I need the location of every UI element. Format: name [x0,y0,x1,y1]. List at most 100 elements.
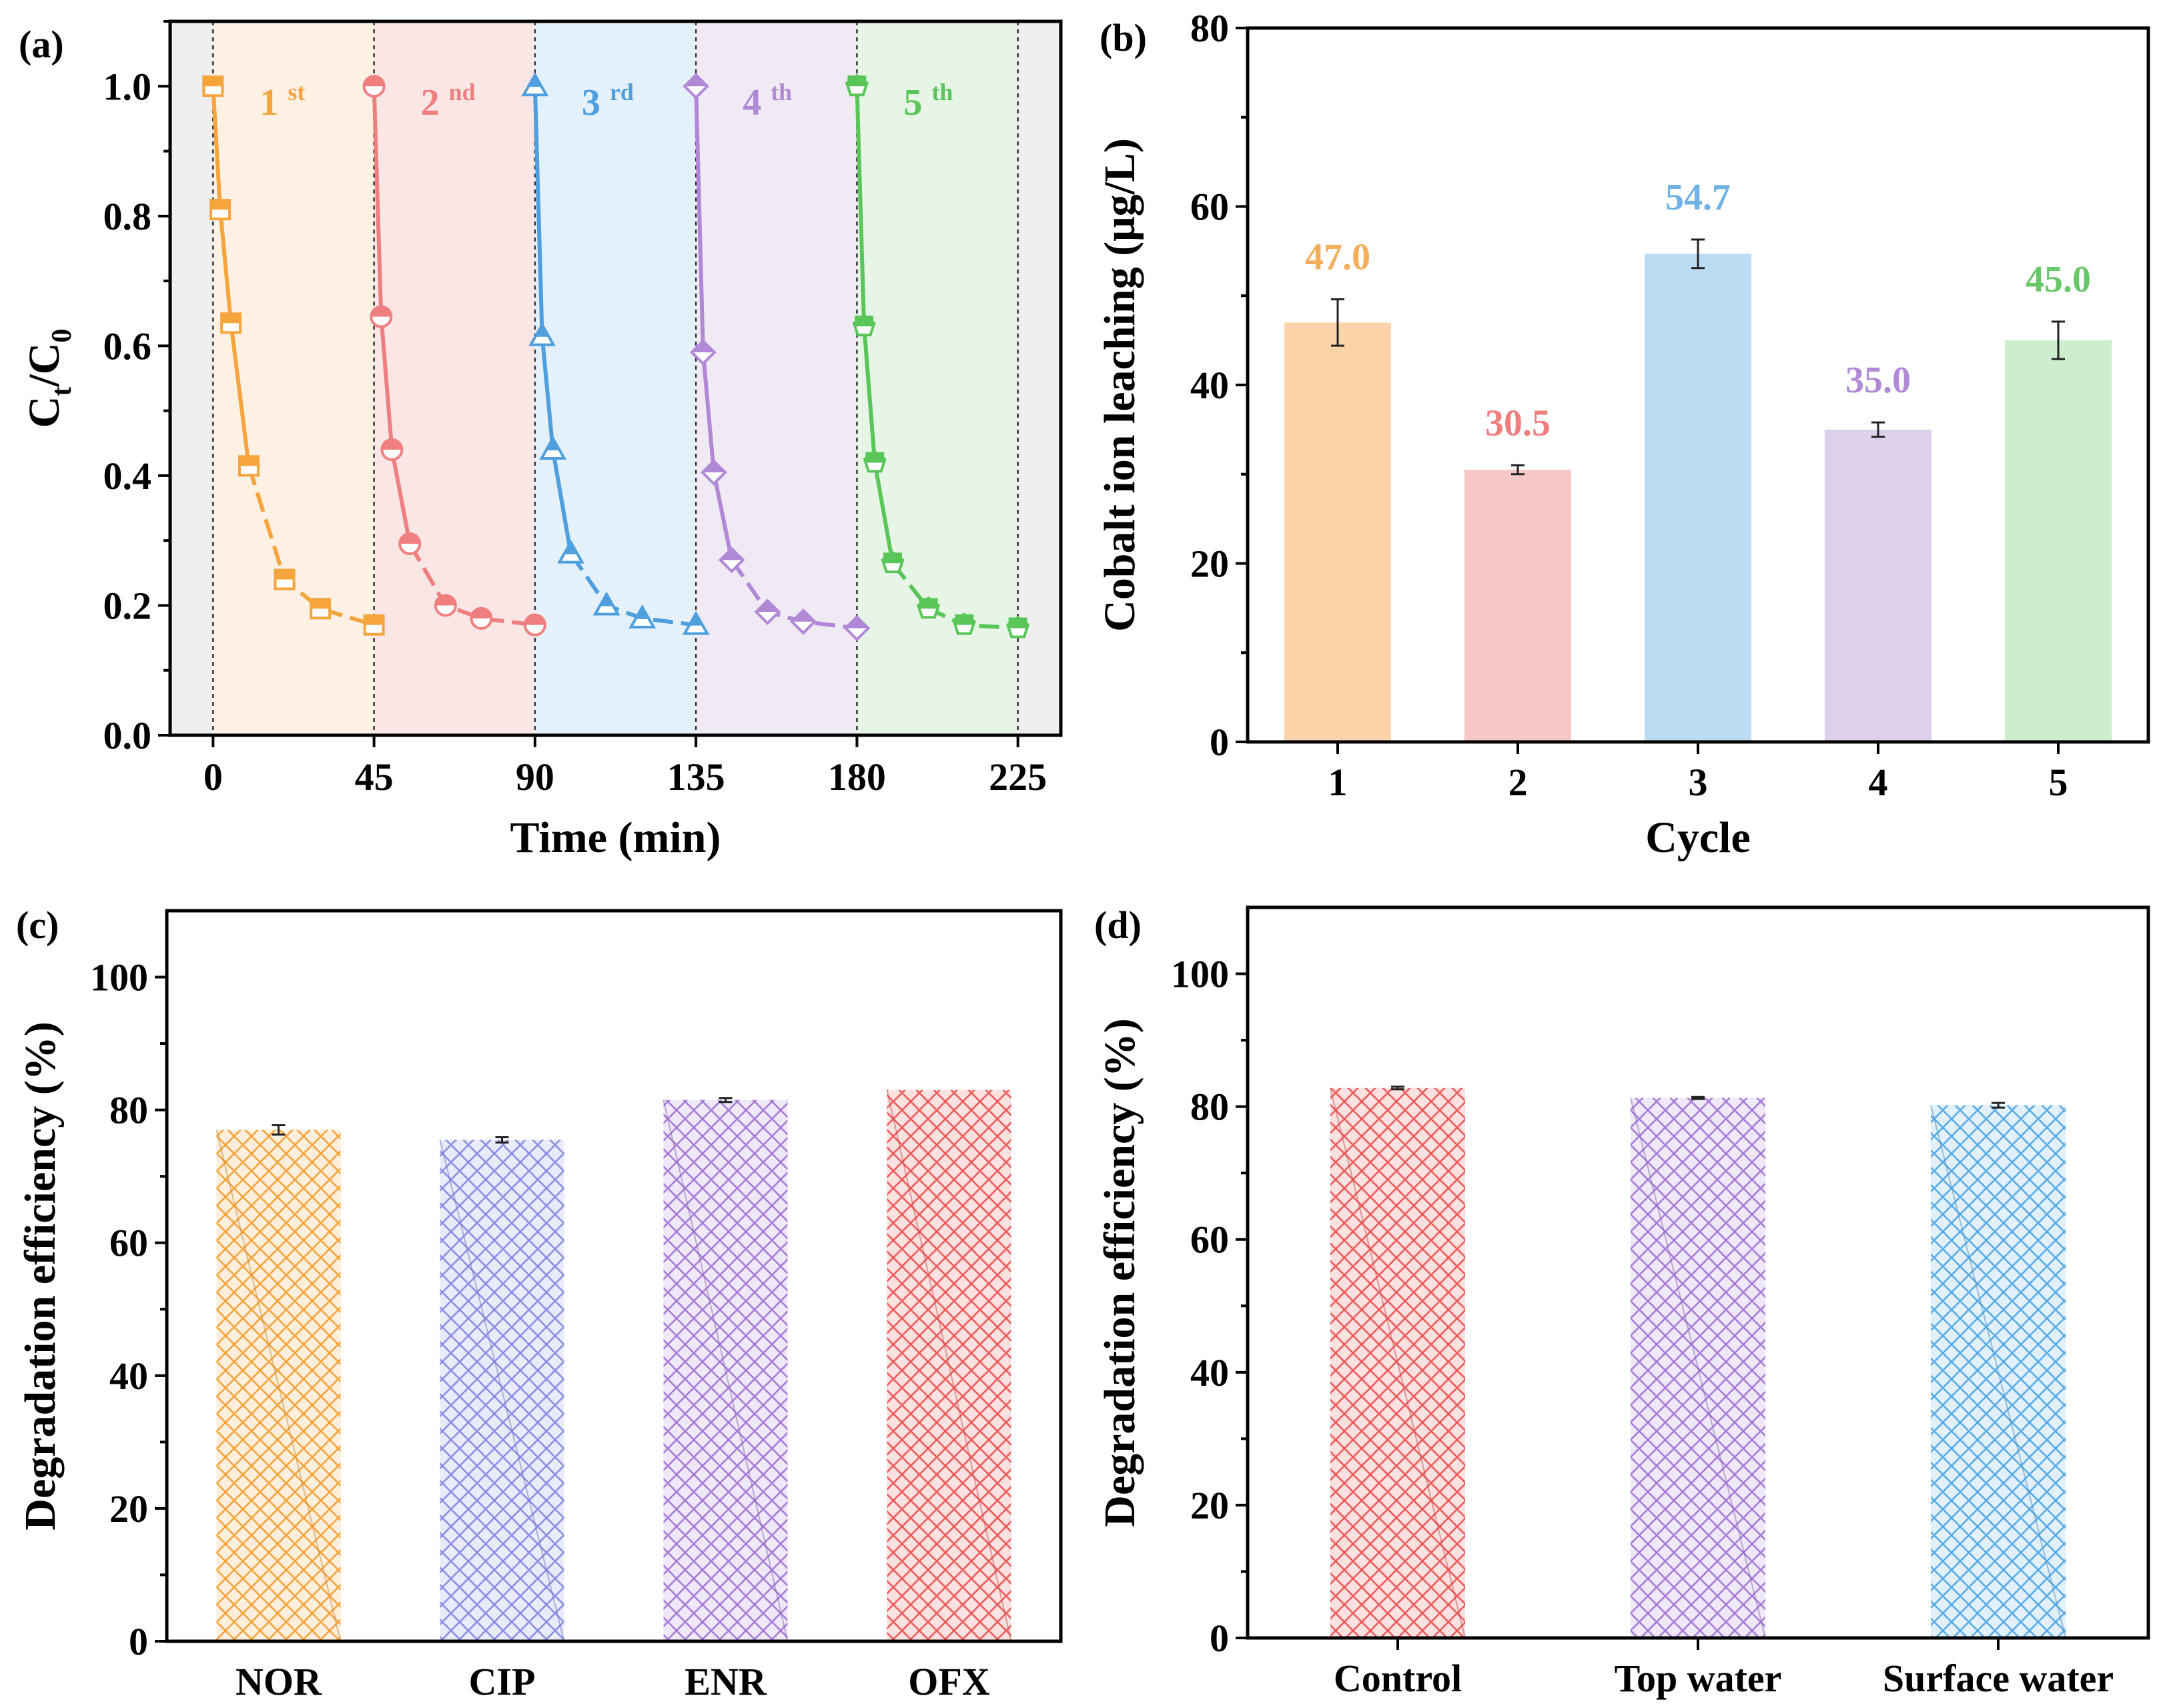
data-point-3rd-5 [628,604,657,628]
y-tick-label: 80 [109,1089,148,1132]
y-tick-label: 0.2 [103,584,152,627]
cycle-label-suffix: th [931,79,953,105]
y-tick-label: 100 [1171,953,1229,996]
y-tick-label: 40 [1190,1351,1229,1394]
panel-b-y-axis-title: Cobalt ion leaching (μg/L) [1096,138,1144,632]
bar-group-surface-water [1930,1102,2066,1639]
cycle-label-suffix: th [771,79,792,105]
y-tick-label: 0.4 [103,454,152,498]
bar-group-nor [215,1124,342,1642]
background-region-2 [374,21,535,735]
x-tick-label: 180 [828,755,886,799]
data-point-1st-6 [363,614,385,636]
data-point-5th-1 [852,314,876,337]
panel-a-frame [168,19,1063,737]
water-matrix-bars [1330,1086,2066,1639]
series-line-dashed-1st [247,465,375,627]
x-category-label: Control [1334,1657,1462,1700]
data-point-2nd-2 [380,438,404,461]
data-point-3rd-1 [528,322,556,346]
series-4th: 4 th [683,73,871,642]
data-point-5th-2 [863,450,887,473]
bar-1 [1284,322,1391,742]
bar-group-2: 30.5 [1464,402,1571,742]
antibiotic-bars [215,1090,1012,1642]
data-point-1st-1 [209,199,232,221]
y-tick-label: 20 [1190,1484,1229,1527]
bar-group-enr [663,1097,789,1642]
error-bar-enr [719,1097,733,1104]
series-line-solid-5th [855,86,895,564]
panel-a-label: (a) [19,23,64,66]
bar-group-5: 45.0 [2005,259,2112,742]
panel-c-antibiotics-chart: NOR CIP ENR OFX 0 20 40 60 80 100 (c) Degradation… [16,903,1063,1703]
value-label-4: 35.0 [1845,360,1911,401]
series-line-dashed-2nd [408,542,536,627]
panel-b-x-axis-title: Cycle [1645,813,1751,862]
y-tick-label: 60 [1190,185,1229,229]
cycle-label-2nd: 2 nd [421,79,476,123]
cycle-background-regions [170,21,1061,735]
cycle-label-suffix: st [288,79,305,105]
bar-3 [1645,254,1751,742]
x-category-label: ENR [685,1660,767,1703]
panel-d-y-axis-title: Degradation efficiency (%) [1096,1018,1144,1527]
value-label-1: 47.0 [1305,237,1370,278]
y-tick-label: 0 [1210,1617,1229,1660]
series-line-dashed-3rd [569,552,697,627]
panel-a-y-axis-title: Ct/C0 [20,329,77,428]
data-point-3rd-6 [682,610,710,635]
bar-group-control [1330,1086,1466,1639]
x-tick-label: 225 [989,755,1047,799]
data-point-3rd-3 [557,539,584,564]
data-point-5th-0 [845,73,869,97]
cycle-label-5th: 5 th [903,79,953,123]
cycle-label-suffix: nd [449,79,476,105]
bar-diagonal-ofx [886,1090,1012,1642]
data-point-4th-5 [790,608,817,635]
error-bar-1 [1331,298,1344,347]
cycle-label-number: 3 [582,82,600,123]
data-point-5th-3 [881,550,905,574]
data-point-4th-4 [754,598,781,626]
panel-d-water-matrix-chart: Control Top water Surface water 0 20 40 60 80 10… [1094,903,2150,1700]
panel-a-kinetics-chart: 1 st 2 nd 3 rd 4 th 5 th 0 45 90 135 180 225 0.0 0.2 0.4 0… [19,19,1063,862]
error-bar-nor [272,1124,286,1136]
bar-4 [1825,429,1931,742]
data-point-4th-0 [683,73,709,100]
x-category-label: OFX [908,1660,990,1703]
bar-diagonal-cip [439,1140,565,1642]
data-point-2nd-5 [470,606,493,630]
value-label-3: 54.7 [1665,177,1731,218]
x-category-label: CIP [469,1660,536,1703]
data-point-2nd-6 [523,613,546,636]
x-category-label: NOR [236,1660,322,1703]
data-point-1st-3 [238,455,260,477]
x-tick-label: 0 [203,755,223,799]
y-title-sub-t: t [47,387,77,396]
bar-diagonal-nor [215,1130,342,1642]
data-point-1st-2 [220,312,242,334]
data-point-2nd-1 [370,305,393,328]
background-region-1 [213,21,374,735]
x-category-label: 4 [1869,761,1888,804]
series-line-dashed-5th [891,562,1018,630]
data-point-3rd-0 [521,72,549,97]
series-line-solid-1st [211,86,251,466]
cycle-label-number: 5 [903,82,922,123]
background-region-6 [1017,21,1061,735]
y-tick-label: 0.8 [103,195,152,238]
cycle-label-1st: 1 st [260,79,305,123]
x-category-label: Surface water [1883,1657,2114,1700]
data-point-2nd-0 [362,75,386,98]
bar-group-top-water [1630,1096,1766,1639]
background-region-4 [696,21,857,735]
error-bar-2 [1511,464,1525,476]
bar-group-4: 35.0 [1825,360,1931,742]
x-category-label: 3 [1689,761,1708,804]
data-point-2nd-4 [434,594,457,617]
y-tick-label: 0 [1210,721,1229,764]
bar-2 [1464,470,1571,742]
panel-c-label: (c) [16,903,59,947]
